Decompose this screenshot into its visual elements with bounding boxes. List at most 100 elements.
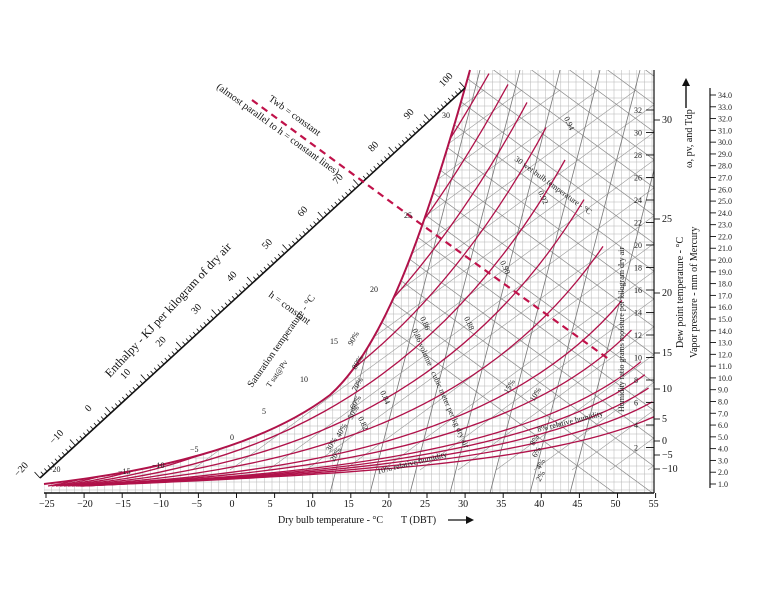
vapor-pressure-tick-label: 8.0: [718, 397, 728, 406]
enthalpy-tick-label: 30: [189, 302, 204, 317]
vapor-pressure-tick-label: 24.0: [718, 209, 732, 218]
humidity-ratio-tick-label: 8: [634, 376, 638, 385]
wet-bulb-tick-label: −15: [118, 467, 131, 476]
x-tick-label: 50: [611, 499, 621, 510]
x-tick-label: 5: [268, 499, 273, 510]
vapor-pressure-tick-label: 33.0: [718, 103, 732, 112]
rh-tick-label: 90%: [346, 330, 361, 347]
wet-bulb-tick-label: −5: [190, 445, 199, 454]
x-tick-label: −20: [77, 499, 93, 510]
x-tick-label: 35: [496, 499, 506, 510]
vapor-pressure-tick-label: 5.0: [718, 433, 728, 442]
humidity-ratio-tick-label: 20: [634, 241, 642, 250]
enthalpy-tick-label: 60: [295, 204, 310, 219]
humidity-ratio-tick-label: 22: [634, 219, 642, 228]
vapor-pressure-tick-label: 22.0: [718, 232, 732, 241]
enthalpy-tick-label: 80: [366, 139, 381, 154]
humidity-ratio-ticks: 32 30 28 26 24 22 20 18 16 14 12 10 8 6 4 2: [634, 106, 654, 453]
relative-humidity-curves: [47, 73, 654, 487]
x-tick-label: −10: [153, 499, 169, 510]
dew-point-tick-label: 15: [662, 348, 672, 359]
vapor-pressure-axis-title: Vapor pressure - mm of Mercury: [689, 227, 700, 358]
humidity-ratio-tick-label: 18: [634, 264, 642, 273]
humidity-ratio-tick-label: 4: [634, 421, 638, 430]
wet-bulb-tick-label: 20: [370, 285, 378, 294]
x-axis-symbol: T (DBT): [401, 515, 436, 526]
enthalpy-tick-label: −10: [48, 428, 67, 447]
relative-humidity-label-2: 8% relative humidity: [536, 409, 604, 434]
wet-bulb-tick-label: −20: [48, 465, 61, 474]
humidity-ratio-tick-label: 12: [634, 331, 642, 340]
enthalpy-tick-label: 50: [260, 237, 275, 252]
x-tick-label: 40: [534, 499, 544, 510]
humidity-ratio-label: Humidity ratio grams moisture per kilogr…: [617, 247, 626, 412]
vapor-pressure-tick-label: 26.0: [718, 185, 732, 194]
x-tick-label: 15: [344, 499, 354, 510]
humidity-ratio-tick-label: 2: [634, 444, 638, 453]
vapor-pressure-tick-label: 27.0: [718, 174, 732, 183]
wet-bulb-tick-label: 0: [230, 433, 234, 442]
vapor-pressure-tick-label: 1.0: [718, 480, 728, 489]
rh-tick-label: 6%: [530, 445, 543, 459]
vapor-pressure-tick-label: 20.0: [718, 256, 732, 265]
dew-point-tick-label: −10: [662, 464, 678, 475]
enthalpy-axis-title: Enthalpy - KJ per kilogram of dry air: [102, 240, 234, 380]
dew-point-axis-title: Dew point temperature - °C: [675, 236, 686, 348]
dew-point-tick-label: −5: [662, 450, 673, 461]
up-arrow-head-icon: [682, 78, 690, 86]
humidity-ratio-tick-label: 26: [634, 174, 642, 183]
x-tick-label: 25: [420, 499, 430, 510]
vapor-pressure-tick-label: 17.0: [718, 291, 732, 300]
twb-constant-dashed-line: [251, 99, 611, 361]
vapor-pressure-tick-label: 10.0: [718, 374, 732, 383]
humidity-ratio-tick-label: 14: [634, 309, 642, 318]
wet-bulb-tick-label: −10: [152, 461, 165, 470]
dew-point-tick-label: 25: [662, 214, 672, 225]
saturation-curve: [43, 69, 471, 485]
vapor-pressure-tick-label: 6.0: [718, 421, 728, 430]
wet-bulb-tick-label: 5: [262, 407, 266, 416]
humidity-ratio-tick-label: 28: [634, 151, 642, 160]
vapor-pressure-tick-label: 13.0: [718, 339, 732, 348]
wet-bulb-tick-label: 10: [300, 375, 308, 384]
x-tick-label: −25: [39, 499, 55, 510]
humidity-ratio-tick-label: 32: [634, 106, 642, 115]
x-tick-label: −5: [191, 499, 202, 510]
grid-lines: [44, 70, 654, 493]
dew-point-tick-label: 20: [662, 288, 672, 299]
vapor-pressure-tick-label: 19.0: [718, 268, 732, 277]
vapor-pressure-tick-label: 12.0: [718, 350, 732, 359]
vapor-pressure-tick-label: 3.0: [718, 456, 728, 465]
vapor-pressure-tick-label: 11.0: [718, 362, 732, 371]
x-tick-label: −15: [115, 499, 131, 510]
dew-point-tick-label: 0: [662, 436, 667, 447]
x-tick-label: 55: [649, 499, 659, 510]
enthalpy-tick-label: 90: [402, 107, 417, 122]
x-tick-label: 20: [382, 499, 392, 510]
humidity-ratio-tick-label: 6: [634, 399, 638, 408]
x-tick-label: 30: [458, 499, 468, 510]
vapor-pressure-tick-label: 9.0: [718, 386, 728, 395]
volume-tick-label: 0.92: [536, 189, 550, 205]
wet-bulb-labels: −20 −15 −10 −5 0 5 10 15 20 25 30: [48, 111, 450, 476]
humidity-ratio-tick-label: 24: [634, 196, 642, 205]
vapor-pressure-tick-label: 34.0: [718, 91, 732, 100]
wet-bulb-tick-label: 30: [442, 111, 450, 120]
enthalpy-tick-label: 100: [437, 71, 455, 89]
x-tick-label: 45: [572, 499, 582, 510]
humidity-axis-label: ω, pv, and Tdp: [684, 109, 695, 168]
x-tick-label: 0: [230, 499, 235, 510]
vapor-pressure-tick-label: 29.0: [718, 150, 732, 159]
enthalpy-tick-label: 20: [154, 334, 169, 349]
vapor-pressure-tick-label: 30.0: [718, 138, 732, 147]
vapor-pressure-tick-label: 23.0: [718, 221, 732, 230]
vapor-pressure-tick-label: 2.0: [718, 468, 728, 477]
dew-point-tick-label: 5: [662, 414, 667, 425]
volume-tick-label: 0.88: [462, 315, 476, 331]
vapor-pressure-tick-label: 31.0: [718, 126, 732, 135]
dew-point-tick-label: 30: [662, 115, 672, 126]
dew-point-tick-label: 10: [662, 384, 672, 395]
enthalpy-tick-label: 40: [225, 269, 240, 284]
enthalpy-tick-label: −20: [12, 460, 31, 479]
vapor-pressure-tick-label: 7.0: [718, 409, 728, 418]
